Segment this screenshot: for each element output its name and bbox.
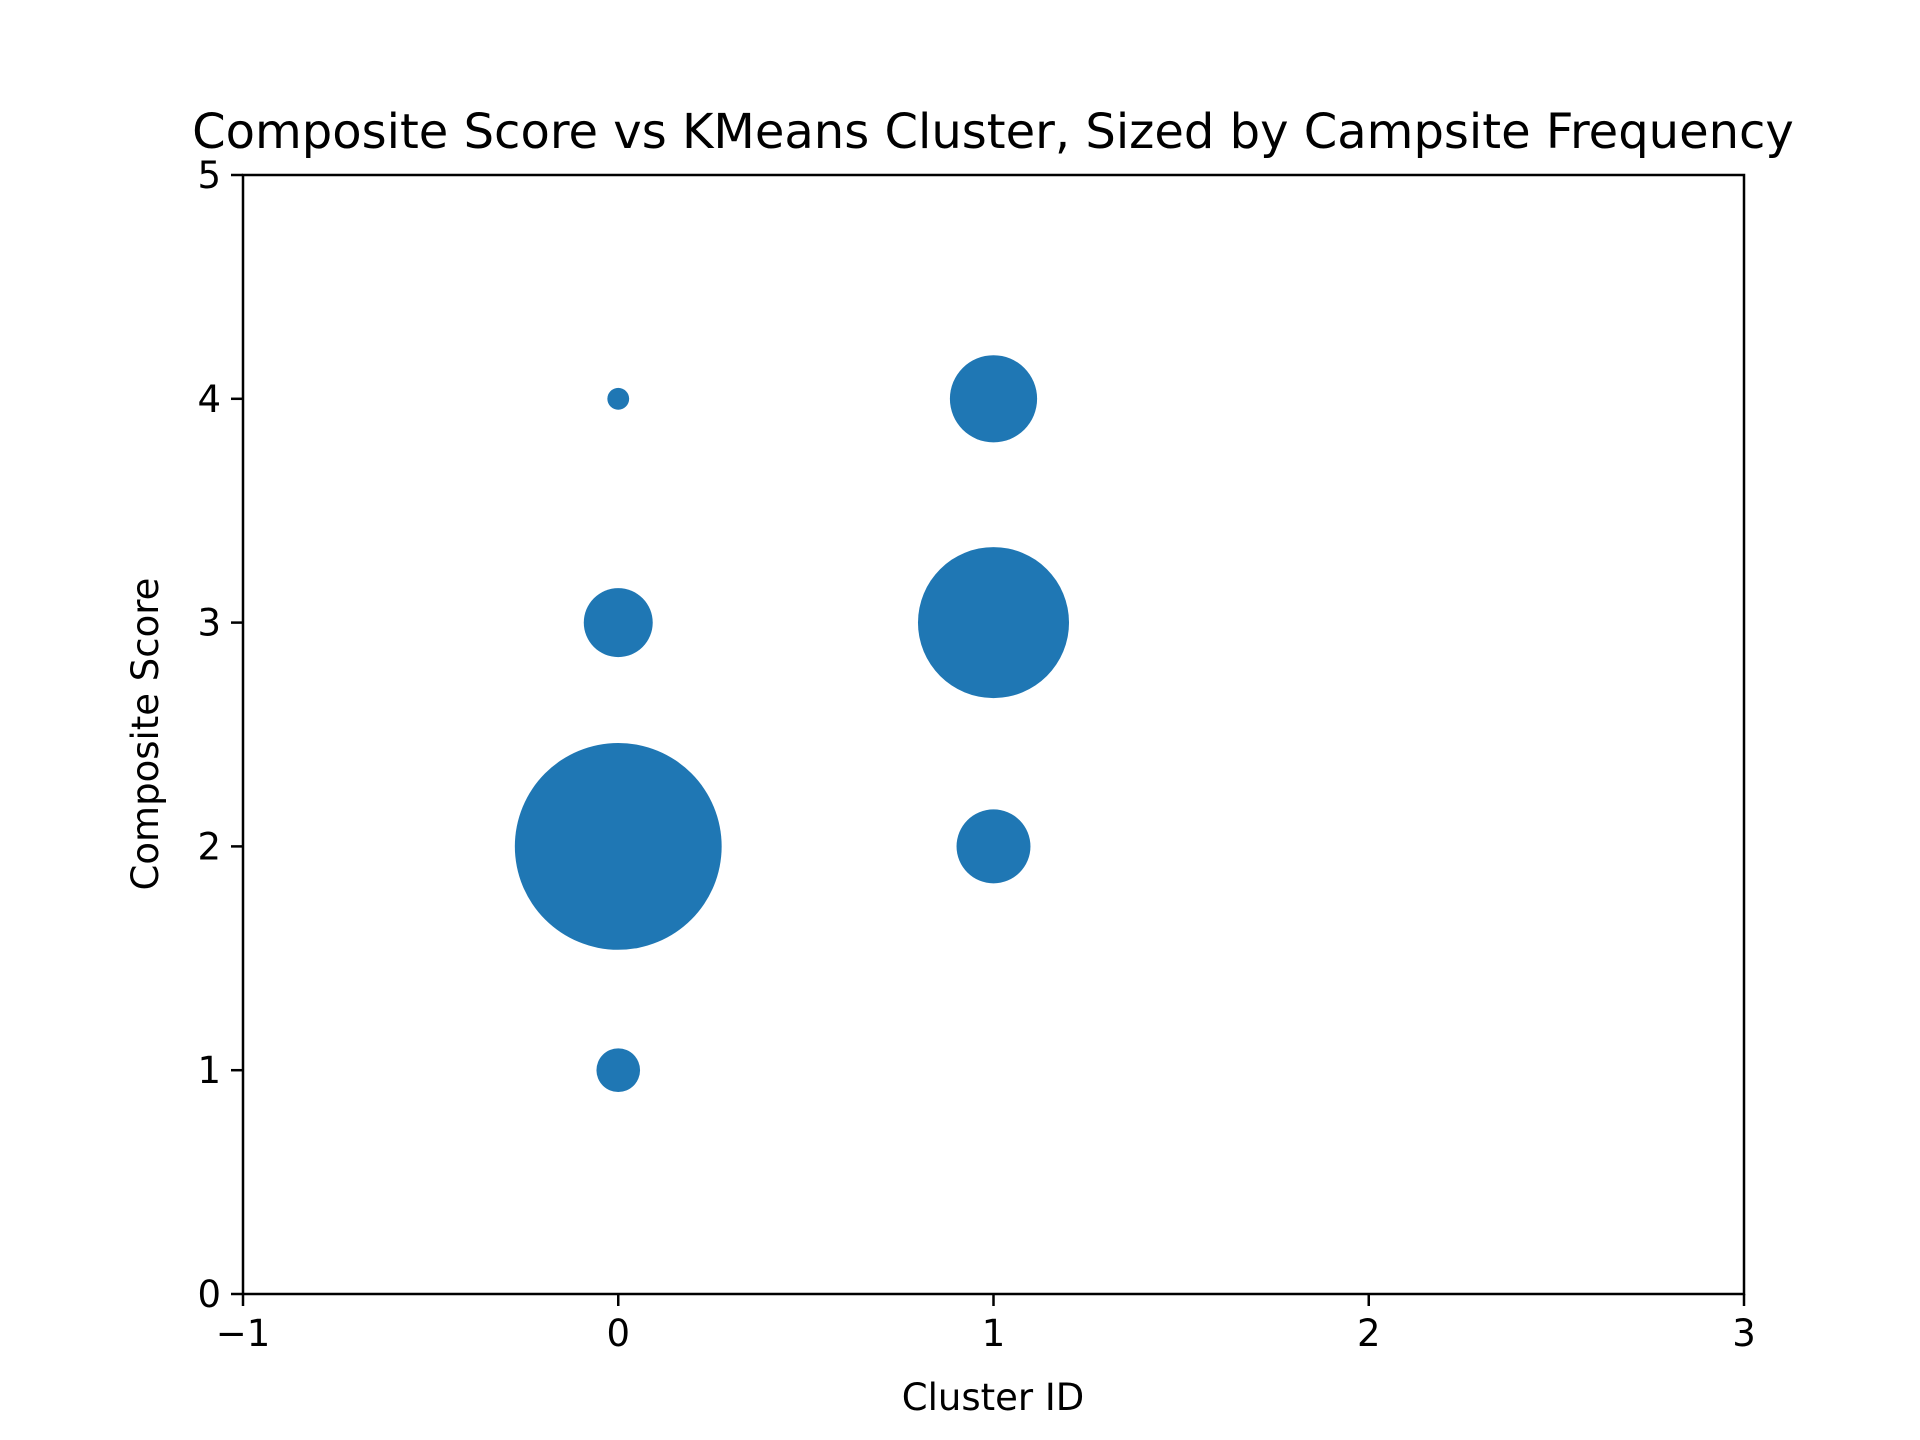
x-tick-label: 3	[1732, 1312, 1756, 1355]
y-axis: 0 1 2 3 4 5	[197, 154, 243, 1316]
scatter-point	[583, 588, 653, 658]
x-tick-label: −1	[216, 1312, 271, 1355]
x-tick-label: 2	[1357, 1312, 1381, 1355]
scatter-point	[607, 387, 630, 410]
y-axis-title: Composite Score	[124, 578, 167, 891]
scatter-point	[596, 1048, 641, 1092]
x-tick-label: 0	[606, 1312, 630, 1355]
y-tick-label: 3	[197, 602, 221, 645]
y-tick-label: 4	[197, 378, 221, 421]
scatter-point	[514, 742, 722, 950]
points-layer	[514, 355, 1070, 1092]
x-axis: −1 0 1 2 3	[216, 1294, 1756, 1355]
y-tick-label: 2	[197, 825, 221, 868]
scatter-point	[956, 809, 1031, 884]
x-axis-title: Cluster ID	[902, 1376, 1085, 1419]
y-tick-label: 1	[197, 1049, 221, 1092]
scatter-point	[917, 547, 1070, 699]
y-tick-label: 0	[197, 1273, 221, 1316]
x-tick-label: 1	[982, 1312, 1006, 1355]
chart-title: Composite Score vs KMeans Cluster, Sized…	[192, 104, 1794, 160]
scatter-point	[949, 355, 1038, 443]
y-tick-label: 5	[197, 154, 221, 197]
